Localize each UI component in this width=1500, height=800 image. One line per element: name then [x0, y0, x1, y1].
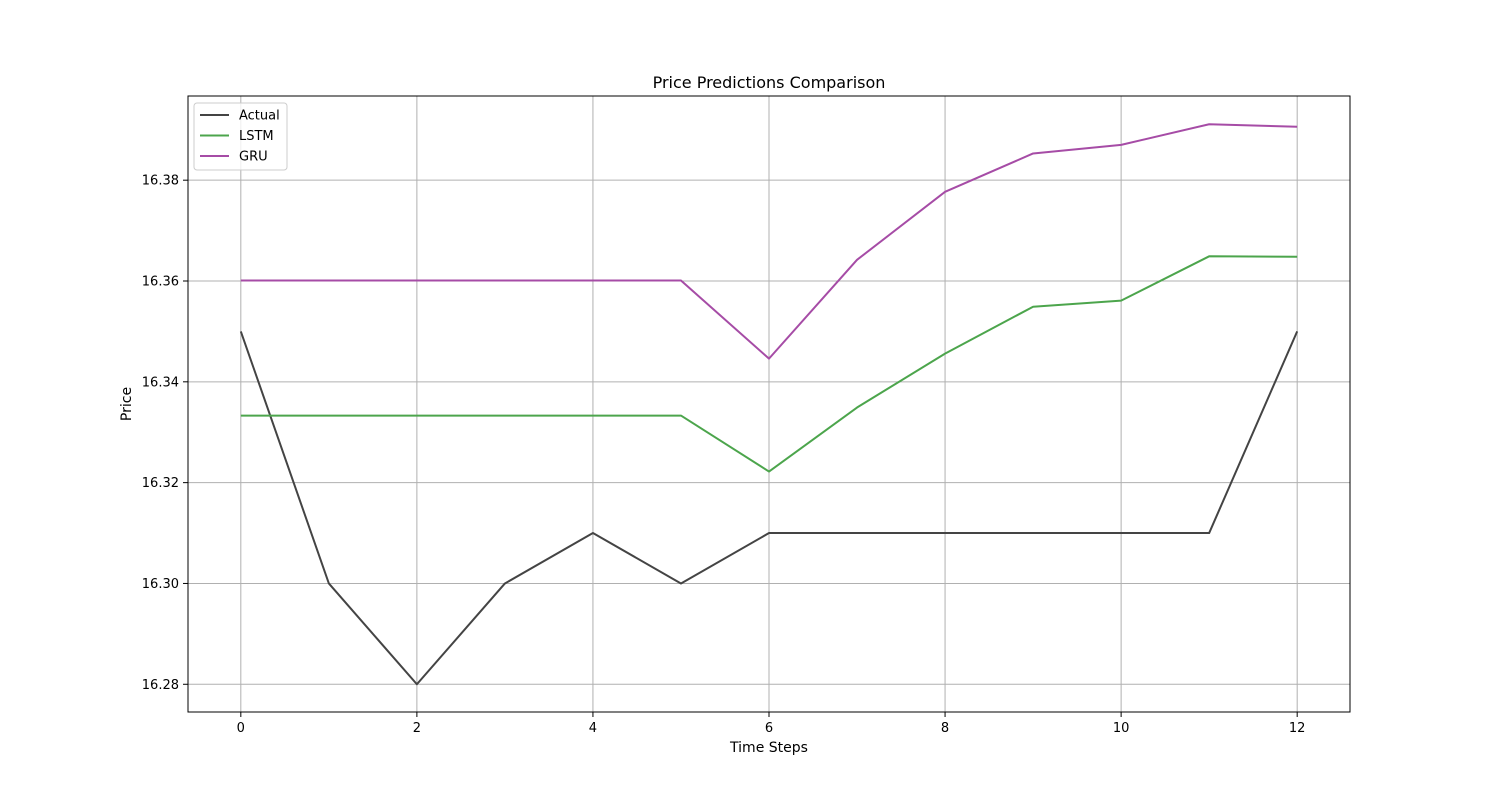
- x-tick-label: 8: [941, 721, 949, 736]
- y-tick-label: 16.30: [142, 577, 179, 592]
- legend-label-actual: Actual: [239, 109, 280, 124]
- y-tick-label: 16.38: [142, 174, 179, 189]
- legend: Actual LSTM GRU: [193, 102, 288, 171]
- legend-label-lstm: LSTM: [239, 129, 274, 144]
- y-tick-label: 16.34: [142, 375, 179, 390]
- x-tick-label: 2: [413, 721, 421, 736]
- legend-label-gru: GRU: [239, 150, 268, 165]
- y-axis-label: Price: [119, 387, 135, 421]
- y-tick-label: 16.32: [142, 476, 179, 491]
- series-line-gru: [240, 123, 1298, 360]
- y-tick-label: 16.28: [142, 678, 179, 693]
- y-tick-label: 16.36: [142, 275, 179, 290]
- legend-box: [193, 102, 288, 171]
- series-line-lstm: [240, 255, 1298, 473]
- x-tick-label: 6: [765, 721, 773, 736]
- x-tick-label: 12: [1289, 721, 1306, 736]
- x-tick-label: 0: [237, 721, 245, 736]
- x-tick-label: 4: [589, 721, 597, 736]
- series-lines: [239, 123, 1299, 686]
- chart-title: Price Predictions Comparison: [653, 73, 886, 92]
- y-axis-ticks: 16.28 16.30 16.32 16.34 16.36 16.38: [142, 174, 188, 693]
- x-tick-label: 10: [1113, 721, 1130, 736]
- x-axis-ticks: 0 2 4 6 8 10 12: [237, 712, 1306, 736]
- series-line-actual: [239, 331, 1299, 686]
- x-axis-label: Time Steps: [729, 740, 808, 756]
- grid: [188, 96, 1350, 712]
